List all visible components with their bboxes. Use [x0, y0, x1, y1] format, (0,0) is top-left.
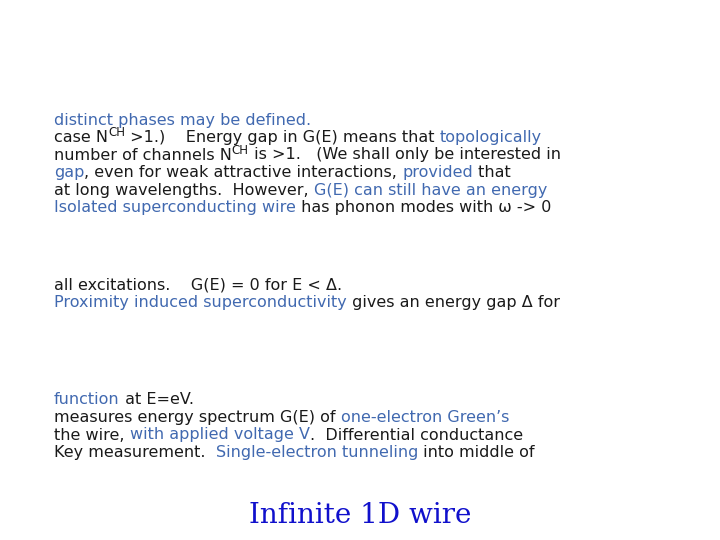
Text: gap: gap — [54, 165, 84, 180]
Text: number of channels N: number of channels N — [54, 147, 232, 163]
Text: at long wavelengths.  However,: at long wavelengths. However, — [54, 183, 314, 198]
Text: at E=eV.: at E=eV. — [120, 393, 194, 408]
Text: .  Differential conductance: . Differential conductance — [310, 428, 523, 442]
Text: Single-electron tunneling: Single-electron tunneling — [216, 445, 418, 460]
Text: provided: provided — [402, 165, 473, 180]
Text: with applied voltage V: with applied voltage V — [130, 428, 310, 442]
Text: that: that — [473, 165, 511, 180]
Text: all excitations.    G(E) = 0 for E < Δ.: all excitations. G(E) = 0 for E < Δ. — [54, 278, 342, 293]
Text: Infinite 1D wire: Infinite 1D wire — [249, 502, 471, 529]
Text: function: function — [54, 393, 120, 408]
Text: has phonon modes with ω -> 0: has phonon modes with ω -> 0 — [296, 200, 552, 215]
Text: Isolated superconducting wire: Isolated superconducting wire — [54, 200, 296, 215]
Text: the wire,: the wire, — [54, 428, 130, 442]
Text: distinct phases may be defined.: distinct phases may be defined. — [54, 112, 311, 127]
Text: one-electron Green’s: one-electron Green’s — [341, 410, 509, 425]
Text: is >1.   (We shall only be interested in: is >1. (We shall only be interested in — [249, 147, 561, 163]
Text: >1.)    Energy gap in G(E) means that: >1.) Energy gap in G(E) means that — [125, 130, 440, 145]
Text: , even for weak attractive interactions,: , even for weak attractive interactions, — [84, 165, 402, 180]
Text: G(E) can still have an energy: G(E) can still have an energy — [314, 183, 547, 198]
Text: gives an energy gap Δ for: gives an energy gap Δ for — [347, 295, 559, 310]
Text: CH: CH — [108, 126, 125, 139]
Text: into middle of: into middle of — [418, 445, 535, 460]
Text: topologically: topologically — [440, 130, 541, 145]
Text: Key measurement.: Key measurement. — [54, 445, 216, 460]
Text: CH: CH — [232, 144, 249, 157]
Text: Proximity induced superconductivity: Proximity induced superconductivity — [54, 295, 347, 310]
Text: measures energy spectrum G(E) of: measures energy spectrum G(E) of — [54, 410, 341, 425]
Text: case N: case N — [54, 130, 108, 145]
